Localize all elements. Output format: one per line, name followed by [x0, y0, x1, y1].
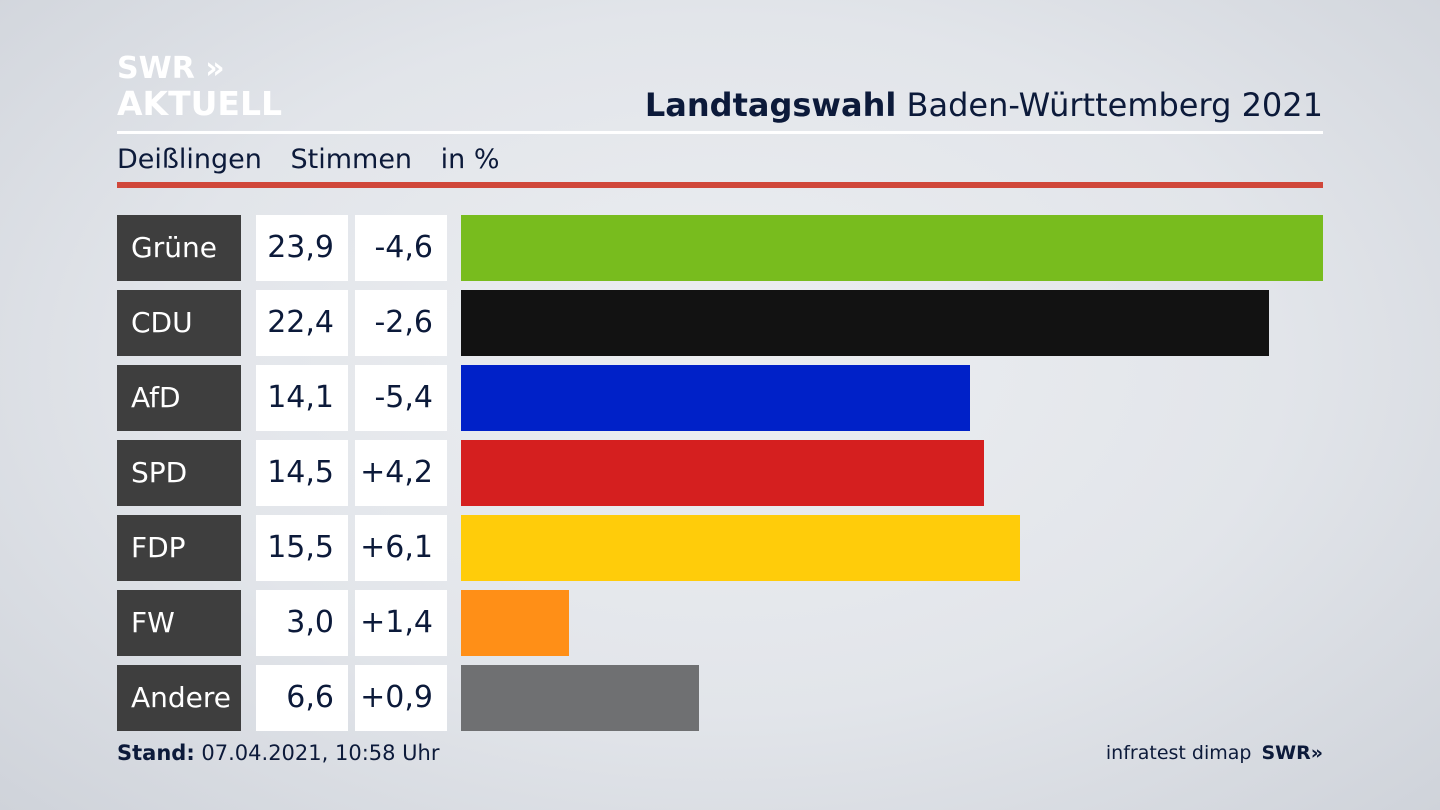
- logo-line-1: SWR »: [117, 51, 225, 86]
- subtitle-measure: Stimmen: [290, 144, 413, 175]
- subtitle-unit: in %: [440, 144, 500, 175]
- value-label: 22,4: [256, 290, 348, 356]
- swr-brand: SWR»: [1261, 742, 1323, 764]
- bar-row: Andere 6,6 +0,9: [117, 665, 1323, 731]
- diff-label: -2,6: [355, 290, 447, 356]
- bar: [461, 215, 1323, 281]
- bar-row: CDU 22,4 -2,6: [117, 290, 1323, 356]
- value-label: 6,6: [256, 665, 348, 731]
- value-label: 15,5: [256, 515, 348, 581]
- diff-label: +4,2: [355, 440, 447, 506]
- chart-title: Landtagswahl Baden-Württemberg 2021: [645, 86, 1323, 124]
- header-divider: [117, 131, 1323, 134]
- party-label: FW: [117, 590, 241, 656]
- bar-row: FDP 15,5 +6,1: [117, 515, 1323, 581]
- stand-label: Stand:: [117, 741, 195, 765]
- swr-aktuell-logo: SWR » AKTUELL: [117, 51, 283, 123]
- party-label: CDU: [117, 290, 241, 356]
- party-label: Andere: [117, 665, 241, 731]
- diff-label: +0,9: [355, 665, 447, 731]
- bar-row: SPD 14,5 +4,2: [117, 440, 1323, 506]
- stand-value: 07.04.2021, 10:58 Uhr: [194, 741, 440, 765]
- value-label: 3,0: [256, 590, 348, 656]
- party-label: Grüne: [117, 215, 241, 281]
- bar-row: Grüne 23,9 -4,6: [117, 215, 1323, 281]
- bar: [461, 440, 984, 506]
- logo-line-2: AKTUELL: [117, 84, 283, 123]
- party-label: AfD: [117, 365, 241, 431]
- title-rest: Baden-Württemberg 2021: [896, 86, 1324, 124]
- subtitle-divider: [117, 182, 1323, 188]
- timestamp: Stand: 07.04.2021, 10:58 Uhr: [117, 741, 440, 765]
- diff-label: +6,1: [355, 515, 447, 581]
- bar-row: FW 3,0 +1,4: [117, 590, 1323, 656]
- title-bold: Landtagswahl: [644, 86, 897, 124]
- source-credit: infratest dimap SWR»: [1106, 742, 1323, 764]
- bar: [461, 590, 569, 656]
- bar: [461, 515, 1020, 581]
- value-label: 14,5: [256, 440, 348, 506]
- value-label: 14,1: [256, 365, 348, 431]
- value-label: 23,9: [256, 215, 348, 281]
- bar: [461, 665, 699, 731]
- diff-label: -4,6: [355, 215, 447, 281]
- diff-label: +1,4: [355, 590, 447, 656]
- bar: [461, 290, 1269, 356]
- chart-subtitle: Deißlingen Stimmen in %: [117, 144, 520, 175]
- bar: [461, 365, 970, 431]
- bar-row: AfD 14,1 -5,4: [117, 365, 1323, 431]
- source-label: infratest dimap: [1105, 742, 1252, 764]
- party-label: SPD: [117, 440, 241, 506]
- party-label: FDP: [117, 515, 241, 581]
- subtitle-place: Deißlingen: [117, 144, 262, 175]
- diff-label: -5,4: [355, 365, 447, 431]
